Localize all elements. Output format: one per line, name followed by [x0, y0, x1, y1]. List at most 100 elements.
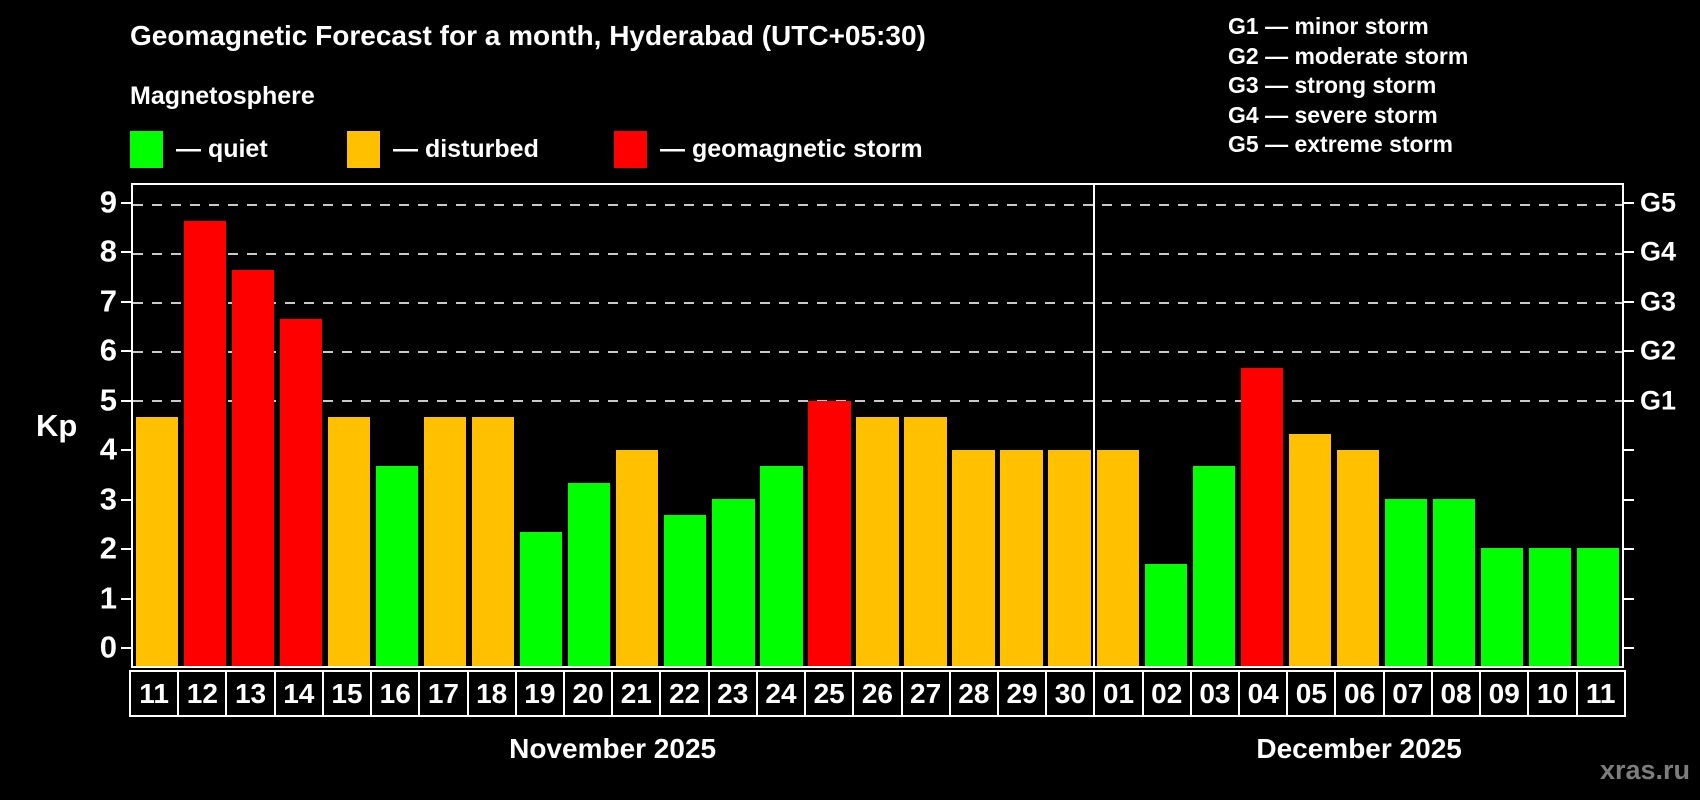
plot-area: [131, 183, 1624, 668]
bar-slot-day-16: [373, 185, 421, 666]
day-label-26: 26: [852, 670, 903, 717]
kp-bar-quiet: [520, 532, 563, 666]
ytick-label-8: 8: [99, 233, 117, 269]
bar-slot-day-12: [181, 185, 229, 666]
bar-slot-day-09: [1478, 185, 1526, 666]
bar-slot-day-11: [133, 185, 181, 666]
bar-slot-day-02: [1142, 185, 1190, 666]
day-label-27: 27: [900, 670, 951, 717]
day-label-21: 21: [611, 670, 662, 717]
legend-item-quiet: — quiet: [130, 131, 268, 168]
kp-bar-disturbed: [1000, 450, 1043, 666]
kp-bar-disturbed: [424, 417, 467, 666]
bar-slot-day-10: [1526, 185, 1574, 666]
day-label-29: 29: [996, 670, 1048, 717]
ytick-label-7: 7: [99, 283, 117, 319]
kp-bar-quiet: [760, 466, 803, 666]
bar-slot-day-06: [1334, 185, 1382, 666]
day-label-07: 07: [1382, 670, 1433, 717]
left-tick-3: [121, 498, 131, 501]
day-label-08: 08: [1430, 670, 1482, 717]
plot-wrap: 0 1 2 3 4 5 6 7 8 9 G1 G2 G3 G4 G5: [100, 183, 1676, 668]
right-tick-1: [1624, 597, 1634, 600]
bars-container: [133, 185, 1622, 666]
bar-slot-day-25: [805, 185, 853, 666]
right-tick-3: [1624, 498, 1634, 501]
kp-bar-disturbed: [1048, 450, 1091, 666]
month-axis: November 2025 December 2025: [131, 733, 1624, 773]
bar-slot-day-19: [517, 185, 565, 666]
g-axis-label-g4: G4: [1640, 236, 1677, 267]
day-label-28: 28: [948, 670, 999, 717]
bar-slot-day-27: [902, 185, 950, 666]
kp-bar-disturbed: [952, 450, 995, 666]
kp-bar-disturbed: [328, 417, 371, 666]
day-label-01: 01: [1093, 670, 1144, 717]
gridline-kp-5: [133, 399, 1622, 402]
kp-bar-disturbed: [904, 417, 947, 666]
g-legend-item-2: G2 — moderate storm: [1228, 42, 1469, 69]
right-tick-5: [1624, 399, 1634, 402]
ytick-label-2: 2: [99, 530, 117, 566]
bar-slot-day-23: [709, 185, 757, 666]
right-tick-2: [1624, 548, 1634, 551]
right-tick-6: [1624, 350, 1634, 353]
ytick-label-0: 0: [99, 629, 117, 665]
legend-label-quiet: — quiet: [176, 135, 268, 163]
day-label-30: 30: [1045, 670, 1096, 717]
legend-swatch-disturbed: [347, 131, 380, 168]
day-label-11: 11: [1575, 670, 1626, 717]
bar-slot-day-05: [1286, 185, 1334, 666]
day-label-05: 05: [1286, 670, 1337, 717]
bar-slot-day-15: [325, 185, 373, 666]
month-label-december: December 2025: [1256, 733, 1462, 764]
legend-item-storm: — geomagnetic storm: [614, 131, 923, 168]
kp-bar-quiet: [712, 499, 755, 666]
day-axis: 11 12 13 14 15 16 17 18 19 20 21 22 23 24 25 26 27 28 29 30…: [129, 670, 1626, 717]
left-tick-4: [121, 449, 131, 452]
day-label-14: 14: [273, 670, 324, 717]
bar-slot-day-18: [469, 185, 517, 666]
bar-slot-day-13: [229, 185, 277, 666]
day-label-18: 18: [466, 670, 517, 717]
gridline-kp-6: [133, 350, 1622, 353]
kp-bar-storm: [183, 220, 227, 666]
left-tick-5: [121, 399, 131, 402]
kp-bar-quiet: [1480, 548, 1524, 666]
bar-slot-day-20: [565, 185, 613, 666]
day-label-04: 04: [1238, 670, 1289, 717]
kp-bar-quiet: [1144, 564, 1187, 666]
bar-slot-day-17: [421, 185, 469, 666]
legend-swatch-quiet: [130, 131, 163, 168]
right-tick-9: [1624, 201, 1634, 204]
kp-bar-storm: [1240, 368, 1283, 666]
right-tick-8: [1624, 251, 1634, 254]
left-tick-7: [121, 300, 131, 303]
ytick-label-9: 9: [99, 184, 117, 220]
g-axis-label-g2: G2: [1640, 335, 1677, 366]
kp-bar-storm: [808, 400, 851, 666]
left-tick-0: [121, 647, 131, 650]
ytick-label-4: 4: [99, 431, 117, 467]
chart-subtitle: Magnetosphere: [130, 82, 315, 110]
kp-bar-storm: [279, 319, 323, 666]
bar-slot-day-21: [613, 185, 661, 666]
g-axis-label-g5: G5: [1640, 187, 1677, 218]
kp-bar-quiet: [1192, 466, 1235, 666]
ytick-label-3: 3: [99, 481, 117, 517]
bar-slot-day-22: [661, 185, 709, 666]
g-legend-item-3: G3 — strong storm: [1228, 72, 1437, 98]
bar-slot-day-08: [1430, 185, 1478, 666]
kp-bar-quiet: [664, 515, 707, 666]
left-tick-6: [121, 350, 131, 353]
g-legend-item-1: G1 — minor storm: [1228, 13, 1429, 39]
bar-slot-day-28: [950, 185, 998, 666]
bar-slot-day-24: [757, 185, 805, 666]
day-label-15: 15: [321, 670, 373, 717]
kp-bar-disturbed: [1336, 450, 1379, 666]
gridline-kp-8: [133, 252, 1622, 255]
bar-slot-day-29: [998, 185, 1046, 666]
right-tick-0: [1624, 647, 1634, 650]
day-label-13: 13: [225, 670, 276, 717]
